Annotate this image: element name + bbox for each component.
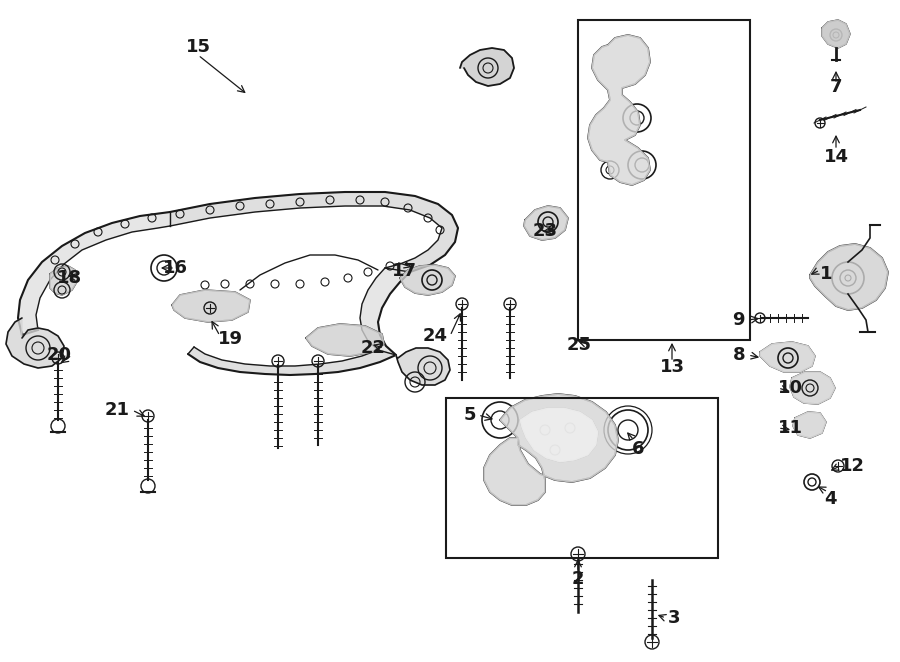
Bar (578, 20, 750, 340)
Polygon shape (588, 35, 650, 185)
Text: 19: 19 (218, 330, 243, 348)
Polygon shape (760, 342, 815, 372)
Text: 6: 6 (632, 440, 644, 458)
Text: 14: 14 (824, 148, 849, 166)
Polygon shape (172, 290, 250, 322)
Polygon shape (460, 48, 514, 86)
Polygon shape (360, 268, 410, 355)
Text: 20: 20 (47, 346, 72, 364)
Text: 15: 15 (185, 38, 211, 56)
Polygon shape (396, 348, 450, 385)
Text: 7: 7 (830, 78, 842, 96)
Text: 10: 10 (778, 379, 803, 397)
Polygon shape (790, 372, 835, 404)
Text: 16: 16 (163, 259, 188, 277)
Polygon shape (484, 394, 618, 505)
Polygon shape (793, 412, 826, 438)
Polygon shape (524, 206, 568, 240)
Polygon shape (18, 212, 170, 335)
Text: 17: 17 (392, 262, 417, 280)
Text: 8: 8 (733, 346, 745, 364)
Polygon shape (822, 20, 850, 48)
Text: 4: 4 (824, 490, 836, 508)
Polygon shape (306, 324, 384, 356)
Polygon shape (50, 266, 78, 295)
Text: 22: 22 (361, 339, 386, 357)
Text: 2: 2 (572, 570, 584, 588)
Text: 13: 13 (660, 358, 685, 376)
Text: 25: 25 (567, 336, 592, 354)
Bar (446, 398, 718, 558)
Polygon shape (520, 408, 598, 462)
Polygon shape (810, 244, 888, 310)
Polygon shape (400, 265, 455, 295)
Text: 11: 11 (778, 419, 803, 437)
Text: 24: 24 (423, 327, 448, 345)
Text: 23: 23 (533, 222, 558, 240)
Polygon shape (188, 347, 396, 375)
Text: 3: 3 (668, 609, 680, 627)
Text: 12: 12 (840, 457, 865, 475)
Text: 9: 9 (733, 311, 745, 329)
Polygon shape (6, 318, 64, 368)
Text: 18: 18 (57, 269, 82, 287)
Polygon shape (170, 192, 458, 272)
Text: 1: 1 (820, 265, 832, 283)
Text: 21: 21 (105, 401, 130, 419)
Text: 5: 5 (464, 406, 476, 424)
